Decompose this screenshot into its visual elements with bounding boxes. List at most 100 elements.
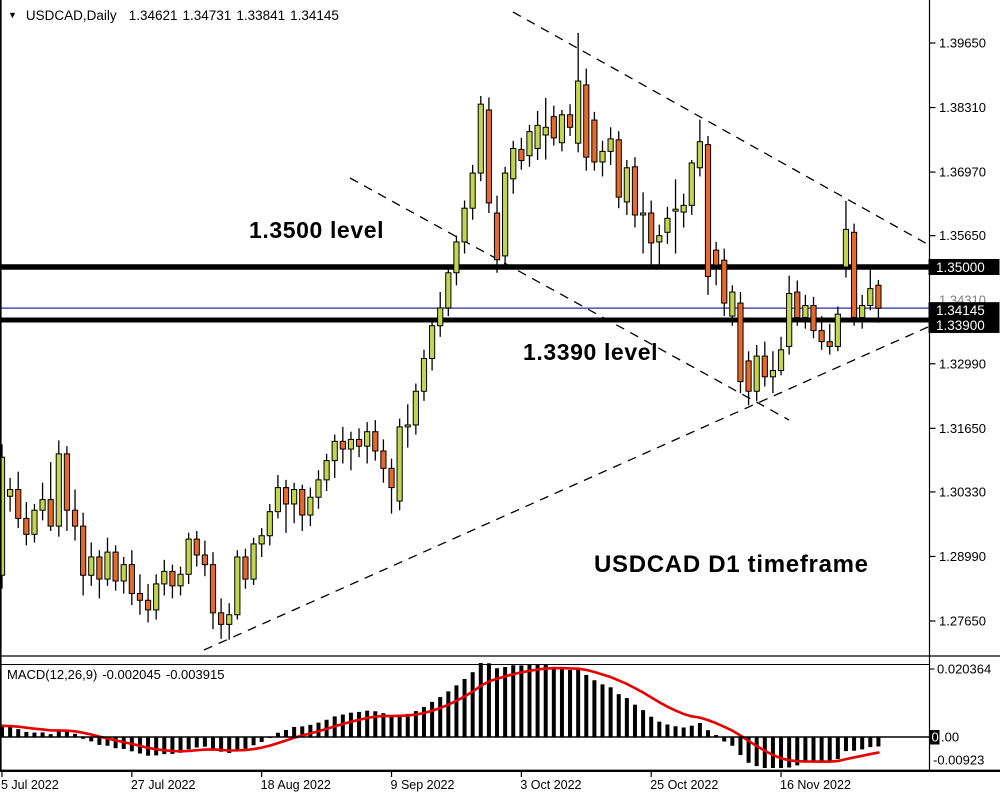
macd-signal-line <box>0 666 880 763</box>
macd-histogram-bar <box>576 669 581 737</box>
macd-histogram-bar <box>568 669 573 737</box>
candle <box>729 291 736 317</box>
price-tick-label: 1.39650 <box>939 36 986 51</box>
candle <box>47 499 54 527</box>
candle <box>218 612 225 625</box>
macd-histogram-bar <box>730 737 735 746</box>
price-label-box <box>928 258 1000 275</box>
macd-histogram-bar <box>16 729 21 737</box>
macd-histogram-bar <box>868 737 873 748</box>
candle <box>315 479 322 498</box>
candle <box>656 235 663 243</box>
candle <box>55 453 62 527</box>
macd-histogram-bar <box>292 726 297 737</box>
candle <box>209 564 217 614</box>
macd-histogram-bar <box>559 667 564 737</box>
candle <box>558 114 566 144</box>
candle <box>420 357 428 392</box>
macd-histogram-bar <box>340 714 345 737</box>
candle <box>323 460 330 481</box>
candle <box>607 138 614 152</box>
annotation-1-3390-level[interactable]: 1.3390 level <box>523 339 659 365</box>
annotation-timeframe[interactable]: USDCAD D1 timeframe <box>594 551 869 578</box>
candle <box>615 139 622 198</box>
macd-histogram-bar <box>275 732 280 737</box>
macd-histogram-bar <box>210 737 215 750</box>
candle <box>575 80 582 144</box>
macd-histogram-bar <box>657 721 662 737</box>
macd-histogram-bar <box>551 666 556 737</box>
macd-histogram-bar <box>438 697 443 737</box>
candle <box>842 228 850 268</box>
price-tick-label: 1.36970 <box>939 165 986 180</box>
candle <box>794 291 801 319</box>
candle <box>672 208 679 212</box>
macd-histogram-bar <box>632 704 637 737</box>
candle <box>250 543 257 580</box>
macd-histogram-bar <box>348 712 353 737</box>
macd-histogram-bar <box>843 737 848 752</box>
candle <box>485 109 492 204</box>
candle <box>437 307 444 327</box>
trendline-descending-channel-lower[interactable] <box>349 177 790 421</box>
macd-histogram-bar <box>454 685 459 737</box>
candle <box>96 556 103 580</box>
trendline-ascending-support[interactable] <box>203 326 929 651</box>
candle <box>664 217 671 233</box>
macd-histogram-bar <box>673 726 678 737</box>
candle <box>566 114 574 128</box>
candle <box>875 284 882 309</box>
candle <box>631 166 639 216</box>
macd-histogram-bar <box>430 701 435 737</box>
candle <box>818 330 825 343</box>
macd-histogram-bar <box>649 716 654 737</box>
macd-histogram-bar <box>519 665 524 737</box>
candle <box>23 517 30 535</box>
candle <box>88 556 95 576</box>
candle <box>810 305 817 332</box>
candle <box>477 103 484 174</box>
macd-histogram-bar <box>770 737 775 768</box>
macd-histogram-bar <box>389 716 394 737</box>
macd-histogram-bar <box>835 737 840 760</box>
macd-histogram-bar <box>308 724 313 737</box>
macd-histogram-bar <box>186 737 191 750</box>
candle <box>737 302 744 383</box>
macd-histogram-bar <box>381 713 386 737</box>
macd-histogram-bar <box>535 664 540 737</box>
annotation-1-3500-level[interactable]: 1.3500 level <box>249 217 385 243</box>
macd-histogram-bar <box>81 737 86 739</box>
price-tick-label: 1.27650 <box>939 614 986 629</box>
candle <box>445 272 452 309</box>
macd-histogram-layer <box>0 663 881 768</box>
candle <box>242 556 249 580</box>
macd-histogram-bar <box>803 737 808 763</box>
candle <box>153 583 160 611</box>
macd-histogram-bar <box>235 737 240 750</box>
candle <box>502 172 509 257</box>
date-tick-label: 25 Oct 2022 <box>650 778 718 792</box>
candle <box>753 355 760 392</box>
candle <box>136 593 144 601</box>
candle <box>583 84 590 158</box>
macd-histogram-bar <box>697 722 702 737</box>
macd-histogram-bar <box>608 687 613 737</box>
macd-histogram-bar <box>105 737 110 746</box>
macd-histogram-bar <box>56 730 61 737</box>
candle <box>493 212 501 261</box>
candle <box>104 551 111 580</box>
macd-histogram-bar <box>876 737 881 747</box>
macd-zero-label: .00 <box>941 730 959 745</box>
macd-histogram-bar <box>194 737 199 748</box>
macd-histogram-bar <box>259 737 264 742</box>
candle <box>453 241 460 274</box>
macd-histogram-bar <box>754 737 759 767</box>
candle <box>39 499 46 511</box>
candle <box>721 259 728 304</box>
symbol-dropdown-icon[interactable]: ▼ <box>8 10 17 20</box>
macd-histogram-bar <box>779 737 784 768</box>
candlesticks-layer <box>0 32 882 640</box>
candle <box>347 438 355 450</box>
